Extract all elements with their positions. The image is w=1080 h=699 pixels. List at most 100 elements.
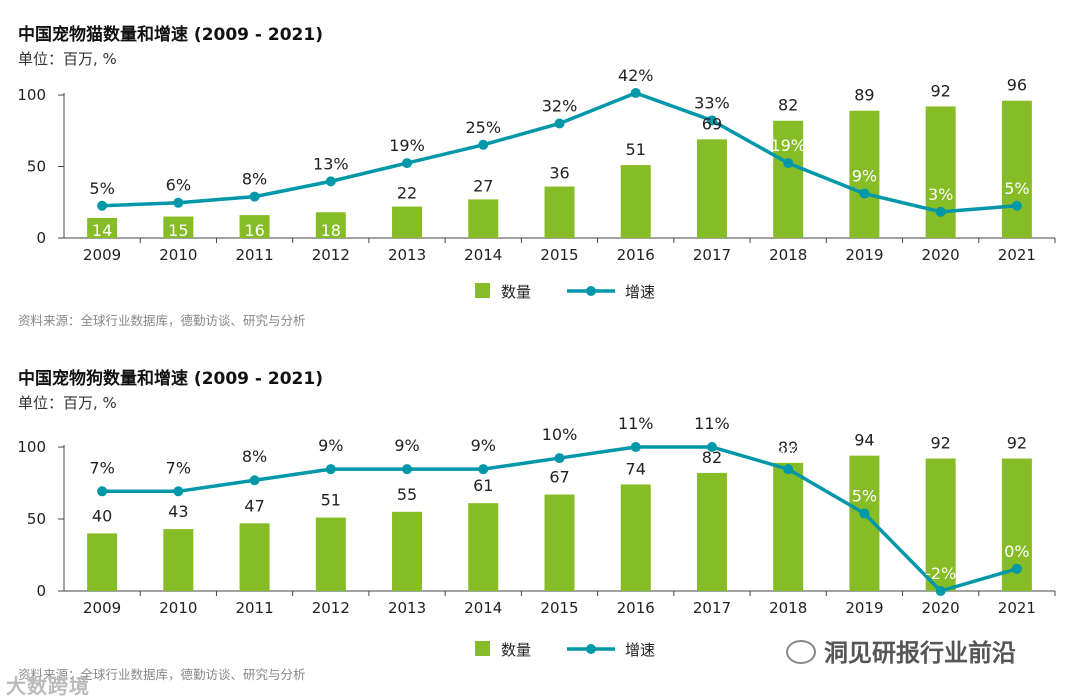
cat-source: 资料来源：全球行业数据库，德勤访谈、研究与分析 bbox=[18, 313, 306, 328]
bar-value-label: 27 bbox=[473, 176, 493, 195]
bar bbox=[696, 139, 727, 238]
bar-value-label: 51 bbox=[321, 491, 341, 510]
bar-value-label: 74 bbox=[626, 459, 646, 478]
growth-value-label: 5% bbox=[89, 179, 114, 198]
x-tick-label: 2011 bbox=[235, 599, 273, 617]
growth-point bbox=[97, 486, 108, 497]
dog-chart-title: 中国宠物狗数量和增速 (2009 - 2021) bbox=[18, 369, 323, 389]
cat-chart-title: 中国宠物猫数量和增速 (2009 - 2021) bbox=[18, 25, 323, 45]
growth-value-label: 5% bbox=[852, 486, 877, 505]
bar-value-label: 36 bbox=[549, 164, 569, 183]
bar-value-label: 43 bbox=[168, 502, 188, 521]
growth-value-label: -2% bbox=[925, 564, 956, 583]
y-tick-label: 100 bbox=[17, 438, 46, 456]
growth-point bbox=[478, 139, 489, 150]
growth-value-label: 7% bbox=[166, 458, 191, 477]
x-tick-label: 2011 bbox=[235, 246, 273, 264]
bar-value-label: 55 bbox=[397, 485, 417, 504]
growth-point bbox=[97, 200, 108, 211]
bar bbox=[163, 216, 194, 238]
bar-value-label: 89 bbox=[854, 86, 874, 105]
bar bbox=[239, 215, 270, 238]
bar bbox=[620, 165, 651, 238]
bar bbox=[696, 472, 727, 591]
growth-value-label: 10% bbox=[542, 425, 578, 444]
growth-point bbox=[173, 197, 184, 208]
bar bbox=[392, 511, 423, 591]
growth-point bbox=[706, 442, 717, 452]
growth-point bbox=[1011, 200, 1022, 211]
bar bbox=[849, 110, 880, 238]
growth-value-label: 5% bbox=[1004, 179, 1029, 198]
growth-value-label: 11% bbox=[618, 414, 654, 433]
x-tick-label: 2009 bbox=[83, 246, 121, 264]
growth-value-label: 0% bbox=[1004, 542, 1029, 561]
bar-value-label: 92 bbox=[930, 81, 950, 100]
growth-point bbox=[402, 158, 413, 169]
growth-value-label: 9% bbox=[318, 436, 343, 455]
legend-bar-label: 数量 bbox=[501, 641, 531, 659]
x-tick-label: 2017 bbox=[693, 246, 731, 264]
legend-line-label: 增速 bbox=[625, 641, 655, 659]
growth-point bbox=[173, 486, 184, 497]
x-tick-label: 2015 bbox=[540, 599, 578, 617]
growth-value-label: 32% bbox=[542, 96, 578, 115]
legend-line-marker bbox=[586, 286, 596, 296]
growth-point bbox=[249, 191, 260, 202]
dog-unit-label: 单位：百万, % bbox=[18, 394, 117, 412]
x-tick-label: 2013 bbox=[388, 599, 426, 617]
growth-value-label: 8% bbox=[242, 170, 267, 189]
growth-point bbox=[554, 453, 565, 464]
x-tick-label: 2015 bbox=[540, 246, 578, 264]
y-tick-label: 100 bbox=[17, 86, 46, 104]
growth-point bbox=[935, 586, 946, 596]
x-tick-label: 2014 bbox=[464, 246, 502, 264]
growth-point bbox=[554, 118, 565, 129]
bar-value-label: 18 bbox=[321, 221, 341, 240]
bar-value-label: 15 bbox=[168, 221, 188, 240]
bar-value-label: 69 bbox=[702, 114, 722, 133]
x-tick-label: 2020 bbox=[922, 246, 960, 264]
x-tick-label: 2016 bbox=[617, 246, 655, 264]
x-tick-label: 2019 bbox=[845, 599, 883, 617]
x-tick-label: 2009 bbox=[83, 599, 121, 617]
bar-value-label: 82 bbox=[702, 448, 722, 467]
x-tick-label: 2013 bbox=[388, 246, 426, 264]
bar bbox=[315, 517, 346, 591]
growth-point bbox=[630, 442, 641, 452]
bar-value-label: 89 bbox=[778, 438, 798, 457]
growth-point bbox=[783, 464, 794, 475]
bar bbox=[544, 186, 575, 238]
bar-value-label: 94 bbox=[854, 431, 874, 450]
x-tick-label: 2018 bbox=[769, 599, 807, 617]
bar bbox=[773, 462, 804, 591]
bar-value-label: 61 bbox=[473, 476, 493, 495]
growth-value-label: 8% bbox=[242, 447, 267, 466]
legend-line-label: 增速 bbox=[625, 283, 655, 301]
dog-source: 资料来源：全球行业数据库，德勤访谈、研究与分析 bbox=[18, 667, 306, 682]
x-tick-label: 2019 bbox=[845, 246, 883, 264]
growth-point bbox=[478, 464, 489, 475]
bar-value-label: 96 bbox=[1007, 76, 1027, 95]
growth-point bbox=[402, 464, 413, 475]
bar bbox=[468, 199, 499, 238]
bar-value-label: 14 bbox=[92, 221, 112, 240]
watermark-right-text: 洞见研报行业前沿 bbox=[824, 639, 1016, 667]
y-tick-label: 0 bbox=[36, 582, 46, 600]
bar-value-label: 67 bbox=[549, 468, 569, 487]
growth-value-label: 6% bbox=[166, 176, 191, 195]
bar bbox=[620, 484, 651, 591]
x-tick-label: 2010 bbox=[159, 599, 197, 617]
x-tick-label: 2014 bbox=[464, 599, 502, 617]
legend-line-marker bbox=[586, 644, 596, 654]
growth-value-label: 9% bbox=[394, 436, 419, 455]
growth-value-label: 7% bbox=[89, 458, 114, 477]
y-tick-label: 50 bbox=[27, 510, 46, 528]
cat-unit-label: 单位：百万, % bbox=[18, 50, 117, 68]
growth-point bbox=[630, 88, 641, 98]
bar bbox=[468, 503, 499, 591]
bar bbox=[544, 494, 575, 591]
legend-bar-swatch bbox=[475, 283, 490, 298]
growth-point bbox=[325, 176, 336, 187]
